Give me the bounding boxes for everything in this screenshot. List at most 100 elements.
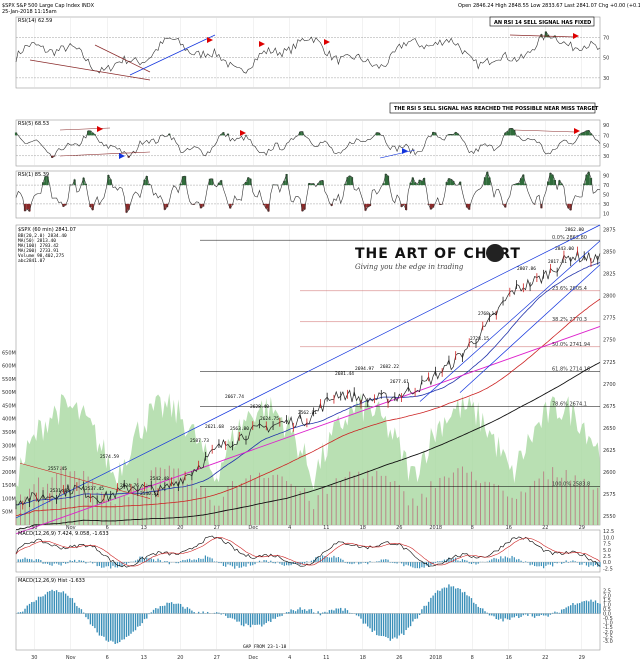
rsi5-annotation: THE RSI 5 SELL SIGNAL HAS REACHED THE PO…	[394, 106, 599, 112]
x-tick-label: 2018	[429, 525, 442, 531]
price-label: 2728.15	[470, 336, 489, 342]
price-label: 2682.22	[380, 364, 399, 370]
price-label: 2843.00	[555, 246, 574, 252]
annotation-box	[389, 102, 596, 114]
oversold-fill	[23, 203, 572, 213]
volume-tick-label: 200M	[2, 470, 16, 476]
ma200-line	[16, 362, 601, 530]
price-tick-label: 2875	[603, 227, 616, 233]
rsi-tick-label: 30	[603, 76, 609, 82]
x-tick-label: 22	[542, 525, 548, 531]
ma100-line	[16, 298, 601, 516]
x-tick-label: 26	[396, 655, 402, 661]
x-tick-label: 18	[360, 525, 366, 531]
rsi-line	[15, 171, 601, 214]
rsi14-trendline	[29, 59, 151, 81]
price-tick-label: 2725	[603, 360, 616, 366]
fib-label: 50.0% 2741.94	[552, 342, 590, 348]
x-tick-label: Dec	[248, 525, 258, 531]
price-label: 2562.81	[298, 410, 317, 416]
price-tick-label: 2700	[603, 382, 616, 388]
x-tick-label: Nov	[66, 655, 76, 661]
panel-border	[15, 119, 601, 167]
volume-area	[16, 392, 600, 525]
hist-title: MACD(12,26,9) Hist -1.633	[18, 578, 85, 584]
hist-tick-label: -2.5	[603, 634, 613, 640]
x-tick-label: 27	[214, 655, 220, 661]
sell-arrow-icon	[240, 130, 246, 136]
rsi-tick-label: 50	[603, 193, 609, 199]
price-label: 2807.86	[517, 266, 536, 272]
price-label: 2621.68	[205, 424, 224, 430]
annotation-box	[489, 16, 595, 27]
price-label: 2534.76	[120, 483, 139, 489]
header: $SPX S&P 500 Large Cap Index INDX25-Jan-…	[2, 3, 640, 15]
rsi14-trendline	[94, 44, 151, 73]
x-tick-label: Dec	[248, 655, 258, 661]
price-label: 2563.80	[230, 426, 249, 432]
price-tick-label: 2550	[603, 514, 616, 520]
hist-tick-label: 1.5	[603, 598, 611, 604]
price-tick-label: 2850	[603, 249, 616, 255]
macd-tick-label: 0.0	[603, 560, 611, 566]
hist-tick-label: 2.5	[603, 589, 611, 595]
price-tick-label: 2650	[603, 426, 616, 432]
price-tick-label: 2750	[603, 338, 616, 344]
price-tick-label: 2575	[603, 492, 616, 498]
price-label: 2862.80	[565, 227, 584, 233]
logo-tagline: Giving you the edge in trading	[355, 263, 464, 271]
x-tick-label: 29	[579, 655, 585, 661]
panel-border	[15, 16, 601, 89]
price-label: 2587.73	[190, 438, 209, 444]
x-tick-label: 22	[542, 655, 548, 661]
trendline-blue	[419, 240, 601, 402]
buy-arrow-icon	[402, 148, 408, 154]
sell-arrow-icon	[207, 37, 213, 43]
panel-title: RSI(5) 68.53	[18, 121, 49, 127]
overbought-fill	[310, 31, 556, 38]
rsi14-annotation: AN RSI 14 SELL SIGNAL HAS FIXED	[494, 20, 591, 26]
price-line	[16, 250, 601, 506]
price-label: 2557.45	[48, 466, 67, 472]
rsi-line	[15, 127, 601, 159]
rsi5-trendline	[59, 151, 151, 157]
price-label: 2537.45	[85, 486, 104, 492]
panel-border	[15, 170, 601, 219]
rsi-tick-label: 50	[603, 56, 609, 62]
hist-panel: 2.52.01.51.00.50.0-0.5-1.0-1.5-2.0-2.5-3…	[15, 576, 613, 651]
macd-tick-label: 2.5	[603, 554, 611, 560]
rsi-tick-label: 10	[603, 211, 609, 217]
price-tick-label: 2625	[603, 448, 616, 454]
header-timestamp: 25-Jan-2018 11:15am	[2, 9, 57, 15]
price-label: 2542.48	[150, 476, 169, 482]
x-tick-label: 4	[288, 525, 291, 531]
volume-tick-label: 350M	[2, 430, 16, 436]
volume-tick-label: 650M	[2, 350, 16, 356]
x-tick-label: 30	[31, 655, 37, 661]
sell-arrow-icon	[573, 33, 579, 39]
hist-tick-label: 0.0	[603, 612, 611, 618]
x-axis: 30 30 Nov Nov 6 6 13 13 20 20 27 27 Dec Dec 4 4 11 11 18 18…	[31, 525, 585, 661]
price-tick-label: 2825	[603, 272, 616, 278]
hist-tick-label: -1.0	[603, 621, 613, 627]
volume-tick-label: 600M	[2, 364, 16, 370]
hist-tick-label: -3.0	[603, 639, 613, 645]
rsi-panel-2: 10 30 50 70 90 RSI(1) 85.39	[15, 170, 609, 219]
signal-line	[15, 536, 601, 567]
price-label: 2768.14	[478, 311, 497, 317]
volume-tick-label: 400M	[2, 417, 16, 423]
price-label: 2628.40	[250, 404, 269, 410]
x-tick-label: 8	[471, 655, 474, 661]
price-label: 2574.59	[100, 454, 119, 460]
x-tick-label: 26	[396, 525, 402, 531]
sell-arrow-icon	[574, 128, 580, 134]
header-ohlc: Open 2846.24 High 2848.55 Low 2833.67 La…	[458, 3, 640, 9]
x-tick-label: 6	[106, 525, 109, 531]
overbought-fill	[14, 128, 593, 136]
header-symbol: $SPX S&P 500 Large Cap Index INDX	[2, 3, 95, 9]
panel-title: RSI(14) 62.59	[18, 18, 52, 24]
macd-panel: 12.510.07.55.02.50.0-2.5 MACD(12,26,9) 7.…	[15, 529, 614, 573]
x-tick-label: 2018	[429, 655, 442, 661]
fib-label: 100.0% 2583.8	[552, 481, 590, 487]
